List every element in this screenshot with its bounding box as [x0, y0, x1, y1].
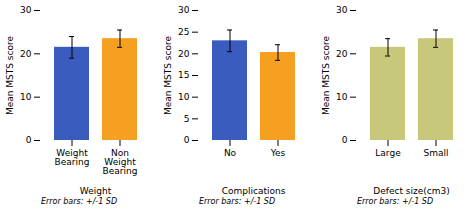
svg-text:Complications: Complications: [222, 186, 286, 196]
svg-text:10: 10: [336, 92, 348, 102]
svg-text:30: 30: [178, 5, 190, 15]
svg-text:10: 10: [178, 92, 190, 102]
svg-text:5: 5: [184, 114, 190, 124]
svg-text:30: 30: [20, 5, 32, 15]
svg-text:25: 25: [178, 27, 189, 37]
svg-text:Mean MSTS score: Mean MSTS score: [163, 35, 173, 115]
svg-text:Small: Small: [424, 148, 449, 158]
svg-text:20: 20: [178, 49, 190, 59]
svg-text:No: No: [224, 148, 237, 158]
svg-text:NonWeightBearing: NonWeightBearing: [103, 148, 138, 176]
svg-text:Defect size(cm3): Defect size(cm3): [373, 186, 449, 196]
svg-text:0: 0: [342, 135, 348, 145]
svg-text:0: 0: [184, 135, 190, 145]
svg-text:Large: Large: [375, 148, 401, 158]
svg-text:30: 30: [336, 5, 348, 15]
svg-text:WeightBearing: WeightBearing: [55, 148, 90, 167]
svg-text:20: 20: [336, 49, 348, 59]
html-text:Error bars: +/-1 SD: Error bars: +/-1 SD: [40, 197, 118, 206]
svg-text:Mean MSTS score: Mean MSTS score: [321, 35, 331, 115]
svg-text:15: 15: [178, 70, 189, 80]
svg-text:Weight: Weight: [80, 186, 112, 196]
svg-text:0: 0: [26, 135, 32, 145]
html-text:Error bars: +/-1 SD: Error bars: +/-1 SD: [356, 197, 434, 206]
svg-text:Mean MSTS score: Mean MSTS score: [5, 35, 15, 115]
html-text:Error bars: +/-1 SD: Error bars: +/-1 SD: [198, 197, 276, 206]
svg-text:20: 20: [20, 49, 32, 59]
svg-text:Yes: Yes: [270, 148, 286, 158]
svg-text:10: 10: [20, 92, 32, 102]
